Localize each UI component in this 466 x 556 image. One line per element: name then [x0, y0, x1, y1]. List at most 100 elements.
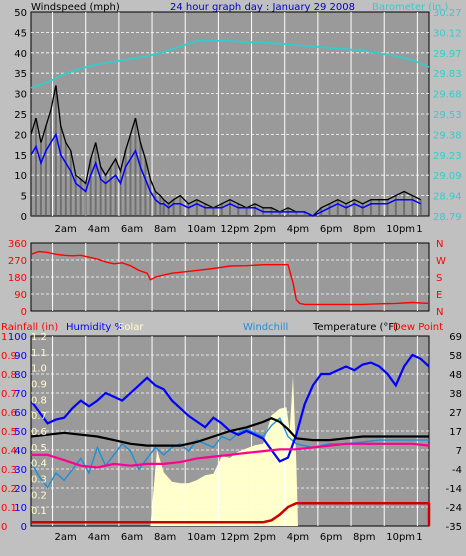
temperature-tick-4: 27: [449, 408, 462, 419]
temperature-series: [30, 353, 431, 526]
barometer-tick-7: 29.23: [433, 151, 462, 162]
rain-tick-0: 1: [1, 332, 7, 343]
humidity-tick-60: 60: [14, 408, 27, 419]
temperature-panel: 10.90.80.70.60.50.40.30.20.1010090807060…: [1, 332, 462, 543]
temperature-tick-0: 69: [449, 332, 462, 343]
wind-tick-50: 50: [14, 8, 27, 19]
x-tick-top-8: 6pm: [320, 224, 342, 235]
x-tick-bottom-3: 8am: [154, 532, 176, 543]
x-tick-bottom-4: 10am: [187, 532, 216, 543]
wind-average-line: [30, 132, 422, 217]
legend-windchill: Windchill: [243, 322, 288, 333]
solar-tick-9: 0.3: [31, 475, 47, 486]
x-tick-top-7: 4pm: [287, 224, 309, 235]
temperature-tick-2: 48: [449, 370, 462, 381]
rain-tick-8: 0.2: [1, 484, 17, 495]
x-tick-top-3: 8am: [154, 224, 176, 235]
temperature-x-axis: 2am 4am 6am 8am 10am 12pm 2pm 4pm 6pm 8pm 10pm 1: [55, 532, 423, 543]
temperature-line: [30, 416, 429, 447]
wind-series: [30, 40, 430, 217]
temperature-tick-5: 17: [449, 427, 462, 438]
direction-series: [30, 250, 430, 306]
x-tick-bottom-5: 12pm: [220, 532, 249, 543]
page-title: 24 hour graph day : January 29 2008: [170, 2, 355, 13]
rain-tick-3: 0.7: [1, 389, 17, 400]
legend-dewpoint: Dew Point: [393, 322, 443, 333]
x-tick-top-6: 2pm: [254, 224, 276, 235]
direction-grid: [31, 243, 429, 311]
direction-axis-left: 360 270 180 90 0: [8, 239, 27, 318]
solar-tick-11: 0.1: [31, 506, 47, 517]
solar-tick-2: 1.0: [31, 364, 47, 375]
rain-tick-4: 0.6: [1, 408, 17, 419]
compass-tick-3: E: [436, 290, 442, 301]
x-tick-top-11: 1: [416, 224, 422, 235]
temperature-tick-9: -24: [446, 503, 462, 514]
x-tick-bottom-2: 6am: [121, 532, 143, 543]
barometer-tick-4: 29.68: [433, 90, 462, 101]
rain-tick-5: 0.5: [1, 427, 17, 438]
legend-humidity: Humidity %: [66, 322, 124, 333]
wind-tick-10: 10: [14, 171, 27, 182]
x-tick-top-2: 6am: [121, 224, 143, 235]
solar-tick-3: 0.9: [31, 380, 47, 391]
rain-tick-10: 0: [1, 522, 7, 533]
humidity-tick-0: 0: [21, 522, 27, 533]
humidity-tick-50: 50: [14, 427, 27, 438]
humidity-tick-10: 10: [14, 503, 27, 514]
x-tick-top-1: 4am: [88, 224, 110, 235]
solar-tick-5: 0.7: [31, 411, 47, 422]
barometer-tick-9: 28.94: [433, 192, 462, 203]
humidity-tick-90: 90: [14, 351, 27, 362]
x-tick-bottom-7: 4pm: [287, 532, 309, 543]
solar-tick-7: 0.5: [31, 443, 47, 454]
x-tick-top-5: 12pm: [220, 224, 249, 235]
solar-tick-8: 0.4: [31, 459, 47, 470]
legend-rainfall: Rainfall (in): [1, 322, 58, 333]
direction-tick-0: 0: [21, 307, 27, 318]
legend-solar: Solar: [118, 322, 144, 333]
windspeed-label: Windspeed (mph): [31, 2, 120, 13]
x-tick-top-0: 2am: [55, 224, 77, 235]
direction-tick-270: 270: [8, 256, 27, 267]
rain-tick-2: 0.8: [1, 370, 17, 381]
x-tick-bottom-6: 2pm: [254, 532, 276, 543]
wind-tick-40: 40: [14, 49, 27, 60]
direction-line: [30, 250, 430, 306]
temperature-legend: Rainfall (in) Humidity % Solar Windchill…: [1, 322, 443, 333]
x-tick-top-10: 10pm: [386, 224, 415, 235]
compass-tick-2: S: [436, 273, 442, 284]
wind-tick-45: 45: [14, 28, 27, 39]
legend-temperature: Temperature (°F): [312, 322, 398, 333]
solar-area: [31, 375, 429, 526]
compass-tick-0: N: [436, 239, 443, 250]
temperature-tick-3: 38: [449, 389, 462, 400]
barometer-tick-1: 30.12: [433, 28, 462, 39]
temperature-tick-8: -14: [446, 484, 462, 495]
x-tick-top-9: 8pm: [353, 224, 375, 235]
barometer-line: [30, 40, 430, 89]
wind-x-axis: 2am 4am 6am 8am 10am 12pm 2pm 4pm 6pm 8pm 10pm 1: [55, 224, 423, 235]
wind-tick-0: 0: [21, 212, 27, 223]
temperature-grid: [31, 336, 429, 526]
x-tick-bottom-11: 1: [416, 532, 422, 543]
humidity-tick-70: 70: [14, 389, 27, 400]
temperature-tick-7: -4: [452, 465, 462, 476]
temperature-axes: 10.90.80.70.60.50.40.30.20.1010090807060…: [1, 332, 47, 533]
solar-fill: [31, 375, 429, 526]
direction-tick-180: 180: [8, 273, 27, 284]
wind-gust-line: [30, 85, 421, 217]
wind-tick-30: 30: [14, 90, 27, 101]
solar-tick-4: 0.8: [31, 395, 47, 406]
rain-tick-7: 0.3: [1, 465, 17, 476]
rain-line: [31, 501, 429, 524]
solar-tick-0: 1.2: [31, 332, 47, 343]
compass-tick-4: N: [436, 307, 443, 318]
barometer-tick-5: 29.53: [433, 110, 462, 121]
direction-plot-area: [30, 242, 430, 312]
temperature-tick-6: 7: [456, 446, 462, 457]
